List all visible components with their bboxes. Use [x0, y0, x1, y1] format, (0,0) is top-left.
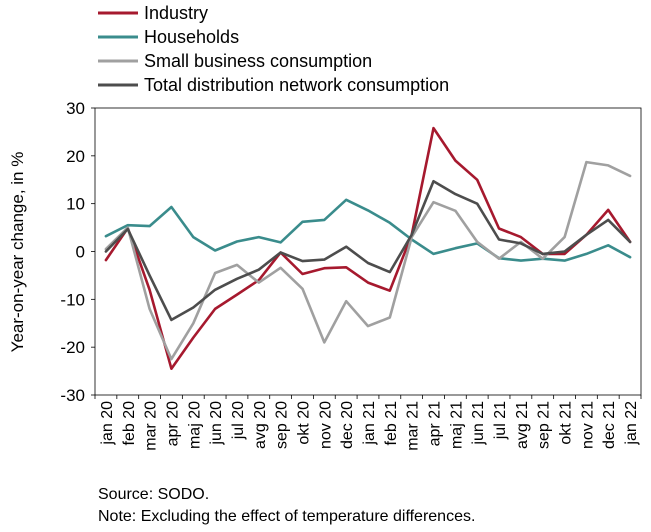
x-tick-label: jul 20 — [230, 401, 247, 440]
y-tick-label: 10 — [66, 195, 85, 214]
legend-label: Households — [144, 27, 239, 47]
x-tick-label: avg 20 — [252, 401, 269, 449]
x-tick-label: dec 21 — [601, 401, 618, 449]
x-tick-label: mar 20 — [143, 401, 160, 451]
x-tick-label: jan 22 — [623, 401, 640, 446]
x-tick-label: sep 21 — [536, 401, 553, 449]
y-tick-label: 0 — [76, 243, 85, 262]
y-tick-label: -30 — [60, 386, 85, 405]
series-line-3 — [104, 179, 632, 322]
chart-notes: Source: SODO. Note: Excluding the effect… — [98, 484, 475, 528]
x-tick-label: sep 20 — [274, 401, 291, 449]
y-tick-label: -20 — [60, 338, 85, 357]
x-tick-label: jul 21 — [492, 401, 509, 440]
y-tick-label: -10 — [60, 290, 85, 309]
x-tick-label: apr 21 — [427, 401, 444, 446]
y-axis: -30 -20 -10 0 10 20 30 — [60, 99, 95, 405]
line-chart: Industry Households Small business consump… — [8, 3, 642, 451]
x-tick-label: maj 20 — [186, 401, 203, 449]
legend-label: Industry — [144, 3, 208, 23]
y-tick-label: 20 — [66, 147, 85, 166]
x-tick-label: feb 20 — [121, 401, 138, 446]
x-tick-label: dec 20 — [339, 401, 356, 449]
y-axis-label: Year-on-year change, in % — [8, 152, 27, 353]
legend-label: Small business consumption — [144, 51, 372, 71]
x-tick-label: mar 21 — [405, 401, 422, 451]
x-tick-label: jan 20 — [99, 401, 116, 446]
legend: Industry Households Small business consump… — [98, 3, 449, 95]
x-tick-label: jun 21 — [470, 401, 487, 446]
x-axis: jan 20 feb 20 mar 20 apr 20 maj 20 jun 20 jul … — [94, 395, 642, 451]
x-tick-label: okt 21 — [558, 401, 575, 445]
x-tick-label: okt 20 — [295, 401, 312, 445]
x-tick-label: feb 21 — [383, 401, 400, 446]
y-tick-label: 30 — [66, 99, 85, 118]
x-tick-label: jun 20 — [208, 401, 225, 446]
series-line-2 — [104, 160, 632, 361]
x-tick-label: nov 20 — [317, 401, 334, 449]
x-tick-label: apr 20 — [164, 401, 181, 446]
footnote: Note: Excluding the effect of temperatur… — [98, 508, 476, 525]
legend-label: Total distribution network consumption — [144, 75, 449, 95]
plot-area-border — [94, 107, 642, 396]
source-note: Source: SODO. — [98, 486, 210, 503]
x-tick-label: jan 21 — [361, 401, 378, 446]
x-tick-label: avg 21 — [514, 401, 531, 449]
x-tick-label: nov 21 — [579, 401, 596, 449]
plot-lines — [94, 107, 642, 396]
x-tick-label: maj 21 — [448, 401, 465, 449]
